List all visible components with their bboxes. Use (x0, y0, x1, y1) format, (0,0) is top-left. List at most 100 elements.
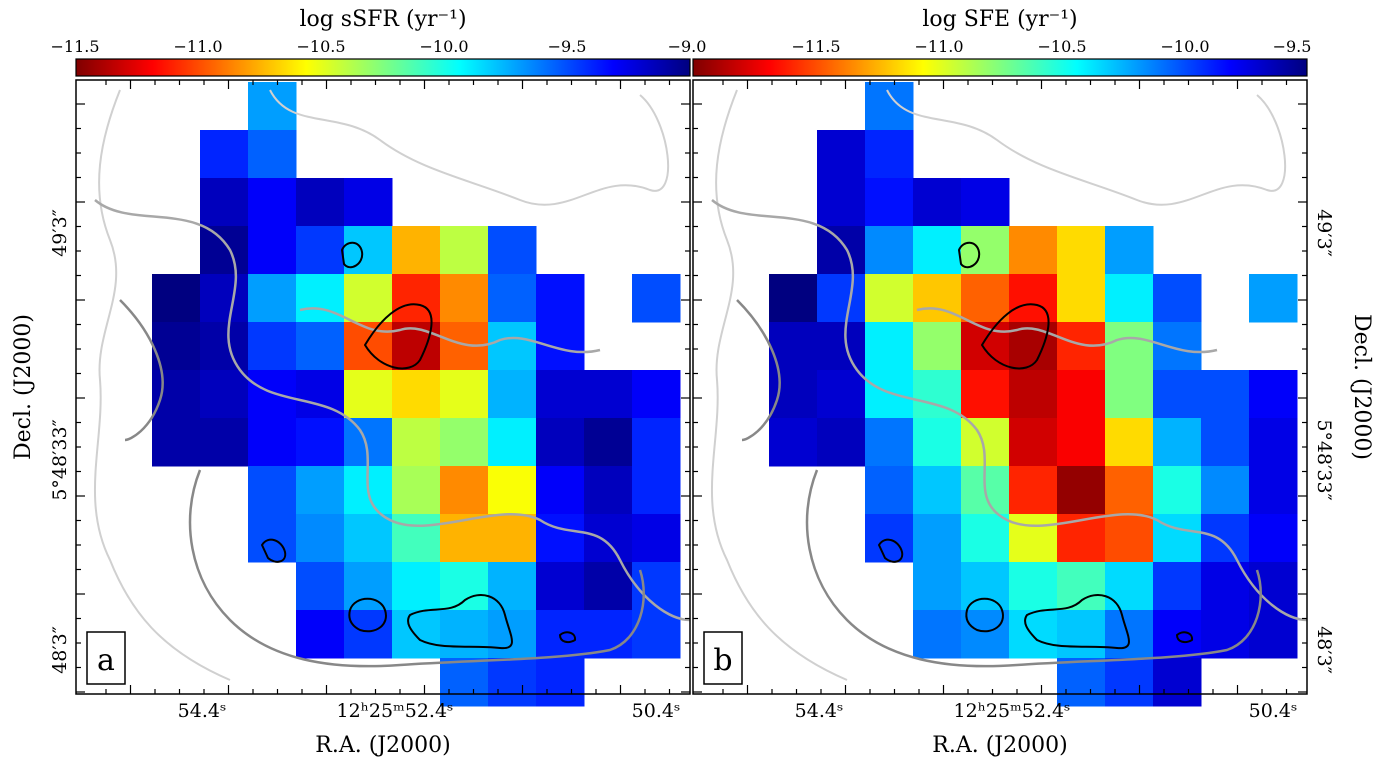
heatmap-cell (1153, 562, 1202, 611)
heatmap-cell (1153, 418, 1202, 467)
colorbar-b-tick: −11.5 (791, 37, 840, 56)
heatmap-cell (344, 514, 393, 563)
heatmap-cell (248, 226, 297, 275)
heatmap-cell (344, 370, 393, 419)
heatmap-cell (817, 418, 866, 467)
heatmap-cell (1009, 514, 1058, 563)
heatmap-cell (248, 178, 297, 227)
heatmap-cell (536, 418, 585, 467)
heatmap-cell (488, 418, 537, 467)
heatmap-cell (1153, 322, 1202, 371)
contour-mid (711, 199, 1308, 622)
heatmap-cell (344, 562, 393, 611)
heatmap-cell (961, 610, 1010, 659)
heatmap-cell (488, 226, 537, 275)
heatmap-cell (200, 274, 249, 323)
heatmap-cell (1153, 274, 1202, 323)
heatmap-cell (1153, 370, 1202, 419)
heatmap-cell (392, 418, 441, 467)
heatmap-cell (200, 418, 249, 467)
heatmap-cell (488, 274, 537, 323)
contour-inner (119, 299, 645, 668)
heatmap-cell (1057, 370, 1106, 419)
heatmap-cell (913, 418, 962, 467)
y-tick-label-a: 5°48′33″ (49, 419, 71, 500)
heatmap-cell (865, 418, 914, 467)
heatmap-cell (536, 274, 585, 323)
heatmap-cell (865, 130, 914, 179)
heatmap-cell (1009, 418, 1058, 467)
panel-a: log sSFR (yr⁻¹) −11.5 −11.0 −10.5 −10.0 … (11, 7, 706, 758)
y-tick-label-a: 48′3″ (49, 626, 71, 674)
heatmap-cell (392, 610, 441, 659)
heatmap-cell (1153, 658, 1202, 707)
contours-b (711, 89, 1308, 681)
colorbar-b-ticks: −11.5 −11.0 −10.5 −10.0 −9.5 (791, 37, 1311, 56)
heatmap-cell (1057, 274, 1106, 323)
colorbar-b (692, 58, 1308, 77)
heatmap-cell (817, 370, 866, 419)
heatmap-cell (1201, 370, 1250, 419)
heatmap-cell (1105, 514, 1154, 563)
heatmap-cell (248, 130, 297, 179)
panel-b-label-box: b (703, 631, 743, 685)
contour-inner (736, 299, 1262, 668)
heatmap-cell (536, 370, 585, 419)
y-tick-label-a: 49′3″ (49, 209, 71, 257)
panel-b-label: b (713, 643, 732, 678)
heatmap-cell (392, 466, 441, 515)
heatmap-cell (248, 82, 297, 131)
heatmap-cell (1009, 562, 1058, 611)
heatmap-cell (296, 226, 345, 275)
heatmap-cell (1057, 610, 1106, 659)
contour-peak-6 (559, 631, 577, 644)
heatmap-cell (632, 370, 681, 419)
heatmap-cell (200, 130, 249, 179)
heatmap-cell (440, 466, 489, 515)
heatmap-cell (248, 274, 297, 323)
heatmap-cell (440, 562, 489, 611)
heatmap-cell (344, 178, 393, 227)
heatmap-cell (488, 658, 537, 707)
heatmap-cell (440, 226, 489, 275)
heatmap-cell (1249, 562, 1298, 611)
colorbar-b-tick: −11.0 (914, 37, 963, 56)
contour-outer (711, 89, 1287, 681)
heatmap-cell (1105, 610, 1154, 659)
plot-a-frame (75, 79, 691, 695)
heatmap-cell (1201, 514, 1250, 563)
heatmap-cell (248, 514, 297, 563)
heatmap-cell (1249, 418, 1298, 467)
heatmap-cell (536, 658, 585, 707)
x-tick-label-b: 12ʰ25ᵐ52.4ˢ (954, 700, 1071, 722)
panel-b: log SFE (yr⁻¹) −11.5 −11.0 −10.5 −10.0 −… (692, 7, 1374, 758)
heatmap-cell (961, 562, 1010, 611)
y-tick-label-b: 5°48′33″ (1313, 419, 1335, 500)
heatmap-cell (817, 274, 866, 323)
heatmap-cell (913, 322, 962, 371)
heatmap-cell (248, 322, 297, 371)
heatmap-cell (961, 514, 1010, 563)
contour-peak-3 (965, 597, 1004, 633)
x-tick-label-a: 50.4ˢ (632, 700, 681, 722)
heatmap-cell (1009, 226, 1058, 275)
heatmap-cell (961, 370, 1010, 419)
plot-b-frame (692, 79, 1308, 695)
heatmap-cell (296, 418, 345, 467)
heatmap-cell (817, 226, 866, 275)
heatmap-cell (769, 418, 818, 467)
heatmap-cell (961, 322, 1010, 371)
contour-peak-2 (958, 241, 981, 269)
heatmap-cell (865, 322, 914, 371)
heatmap-cell (1105, 658, 1154, 707)
heatmap-cell (632, 418, 681, 467)
heatmap-cell (200, 226, 249, 275)
colorbar-a-tick: −11.0 (173, 37, 222, 56)
colorbar-a-tick: −9.5 (548, 37, 587, 56)
heatmap-cell (584, 370, 633, 419)
heatmap-cell (392, 562, 441, 611)
y-axis-label-b: Decl. (J2000) (1349, 314, 1374, 460)
x-tick-label-a: 54.4ˢ (178, 700, 227, 722)
heatmap-cell (296, 466, 345, 515)
heatmap-cell (392, 370, 441, 419)
